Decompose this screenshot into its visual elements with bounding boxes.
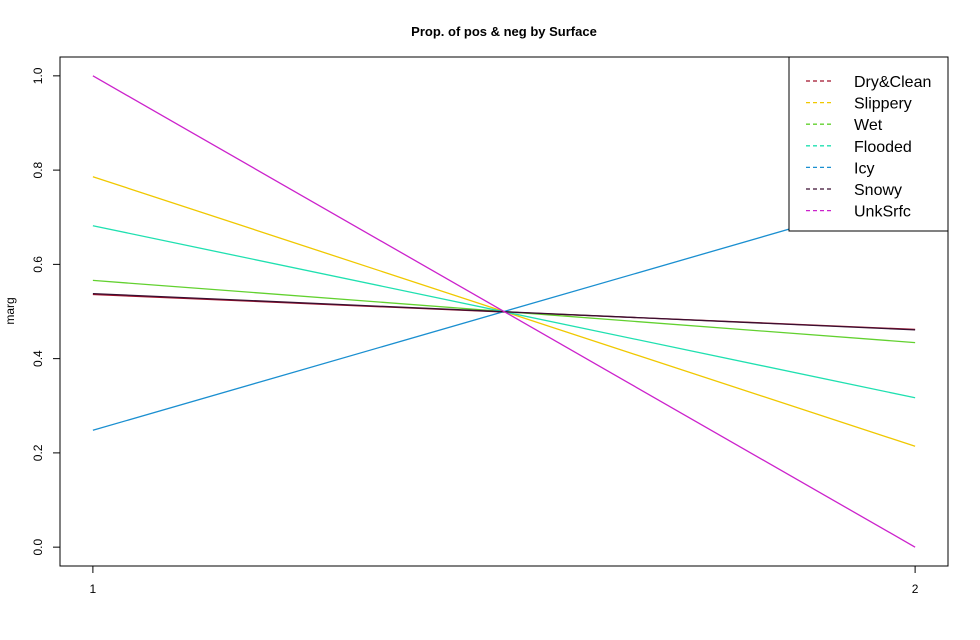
legend-label: UnkSrfc — [854, 204, 911, 221]
legend-label: Icy — [854, 160, 874, 177]
y-tick-label: 0.2 — [31, 444, 45, 461]
legend-label: Slippery — [854, 96, 912, 113]
legend-label: Snowy — [854, 182, 902, 199]
legend-box — [788, 56, 949, 232]
x-tick-label: 1 — [90, 582, 97, 596]
x-tick-label: 2 — [912, 582, 919, 596]
legend-label: Dry&Clean — [854, 74, 931, 91]
series-group — [92, 75, 916, 548]
y-tick-label: 0.0 — [31, 538, 45, 555]
legend-label: Flooded — [854, 139, 912, 156]
y-tick-label: 0.4 — [31, 350, 45, 367]
legend: Dry&Clean Slippery Wet Flooded Icy Snowy UnkSr… — [788, 56, 949, 232]
y-tick-label: 0.8 — [31, 161, 45, 178]
y-tick-label: 0.6 — [31, 256, 45, 273]
series-line-unksrfc — [92, 75, 916, 548]
legend-label: Wet — [854, 117, 883, 134]
y-tick-label: 1.0 — [31, 67, 45, 84]
y-axis-label: marg — [3, 297, 17, 324]
chart-title: Prop. of pos & neg by Surface — [411, 24, 597, 39]
y-axis: 0.0 0.2 0.4 0.6 0.8 1.0 — [31, 67, 61, 555]
